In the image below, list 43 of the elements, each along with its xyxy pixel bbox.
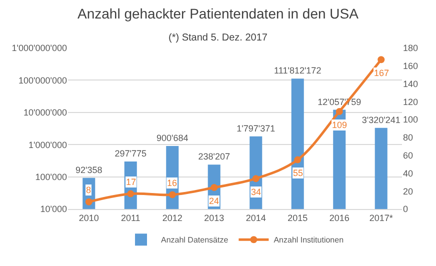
data-label: 167 (374, 68, 390, 78)
y2-tick-label: 20 (403, 186, 414, 196)
data-label: 92'358 (76, 164, 102, 175)
x-tick-label: 2010 (78, 212, 99, 223)
legend-label: Anzahl Datensätze (161, 236, 229, 245)
y-tick-label: 1'000'000 (28, 140, 67, 150)
y-tick-label: 100'000 (35, 172, 67, 182)
y2-tick-label: 180 (403, 43, 418, 54)
data-label: 55 (293, 168, 304, 178)
data-label: 3'320'241 (362, 114, 400, 125)
chart-subtitle: (*) Stand 5. Dez. 2017 (168, 32, 268, 44)
y2-tick-label: 100 (403, 114, 418, 125)
x-tick-label: 2015 (288, 212, 308, 223)
data-label: 8 (86, 185, 92, 195)
data-label: 238'207 (198, 152, 230, 162)
y2-tick-label: 120 (403, 96, 418, 107)
data-label: 24 (209, 196, 220, 206)
y-tick-label: 100'000'000 (18, 75, 67, 86)
data-label: 900'684 (156, 133, 188, 144)
y2-tick-label: 160 (403, 61, 418, 72)
data-label: 111'812'172 (274, 66, 322, 76)
y-tick-label: 10'000'000 (24, 108, 67, 118)
x-tick-label: 2012 (162, 212, 182, 223)
chart-title: Anzahl gehackter Patientendaten in den USA (78, 6, 360, 22)
y2-tick-label: 0 (403, 204, 408, 214)
y2-tick-label: 40 (403, 168, 414, 178)
data-label: 1'797'371 (236, 123, 276, 134)
y2-tick-label: 140 (403, 78, 418, 89)
legend-label: Anzahl Institutionen (274, 236, 344, 245)
data-label: 109 (332, 120, 348, 130)
data-label: 17 (126, 177, 136, 187)
data-label: 297'775 (114, 148, 147, 159)
y-tick-label: 1'000'000'000 (12, 43, 67, 54)
y2-tick-label: 80 (403, 132, 414, 143)
data-label: 34 (251, 187, 262, 197)
x-tick-label: 2017* (369, 212, 394, 223)
x-tick-label: 2011 (120, 212, 140, 223)
x-tick-label: 2013 (204, 212, 224, 223)
data-label: 16 (167, 178, 178, 188)
y-tick-label: 10'000 (40, 204, 67, 214)
x-tick-label: 2014 (246, 212, 266, 223)
y2-tick-label: 60 (403, 150, 414, 160)
x-tick-label: 2016 (329, 212, 350, 223)
